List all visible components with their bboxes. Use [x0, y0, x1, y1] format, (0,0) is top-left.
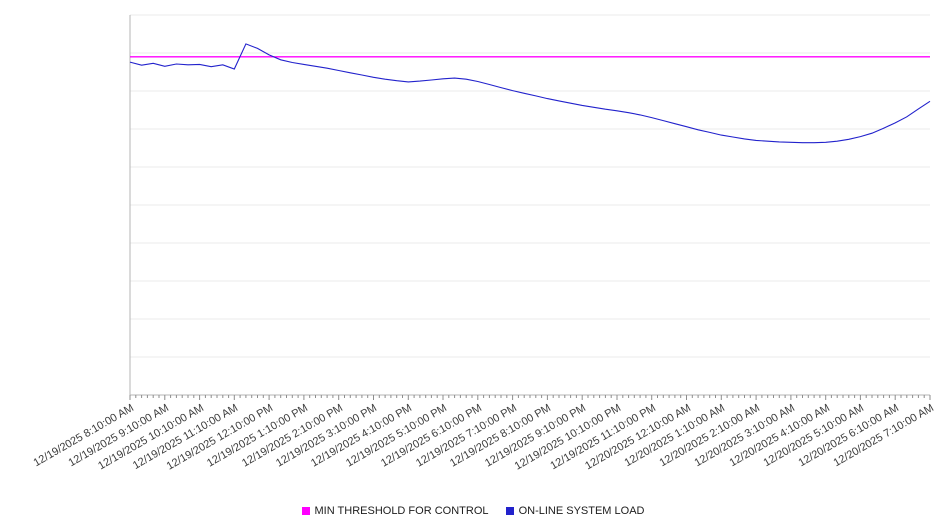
x-axis-label: 12/19/2025 11:10:00 AM	[131, 402, 241, 472]
x-axis-label: 12/19/2025 8:10:00 PM	[448, 402, 554, 470]
x-axis-label: 12/19/2025 5:10:00 PM	[343, 402, 450, 470]
x-axis-label: 12/19/2025 1:10:00 PM	[204, 402, 310, 470]
x-axis-label: 12/20/2025 4:10:00 AM	[727, 402, 832, 470]
series-online-system-load-line	[129, 43, 931, 144]
x-axis-label: 12/20/2025 5:10:00 AM	[761, 402, 867, 470]
x-axis-label: 12/19/2025 9:10:00 PM	[483, 402, 589, 470]
x-axis-label: 12/20/2025 3:10:00 AM	[692, 402, 797, 470]
x-axis-label: 12/19/2025 10:10:00 AM	[95, 402, 206, 473]
x-axis-label: 12/20/2025 2:10:00 AM	[657, 402, 763, 470]
plot-area	[129, 14, 931, 400]
x-axis-label: 12/19/2025 8:10:00 AM	[31, 402, 137, 470]
legend-label-online-system-load: ON-LINE SYSTEM LOAD	[518, 505, 645, 517]
x-axis-label: 12/20/2025 1:10:00 AM	[622, 402, 728, 470]
x-axis-label: 12/19/2025 11:10:00 PM	[548, 402, 658, 473]
min-threshold-swatch-icon	[301, 507, 310, 515]
x-axis-label: 12/19/2025 7:10:00 PM	[413, 402, 519, 470]
legend-label-min-threshold: MIN THRESHOLD FOR CONTROL	[314, 505, 489, 517]
x-axis-label: 12/20/2025 7:10:00 AM	[831, 402, 936, 470]
legend: MIN THRESHOLD FOR CONTROL ON-LINE SYSTEM…	[0, 505, 946, 517]
x-axis-label: 12/20/2025 6:10:00 AM	[796, 402, 902, 470]
online-system-load-swatch-icon	[505, 507, 514, 515]
x-axis-label: 12/19/2025 3:10:00 PM	[274, 402, 380, 470]
x-axis-label: 12/19/2025 4:10:00 PM	[309, 402, 415, 470]
legend-item-min-threshold: MIN THRESHOLD FOR CONTROL	[301, 505, 489, 517]
x-axis-label: 12/20/2025 12:10:00 AM	[582, 402, 693, 473]
x-axis-label: 12/19/2025 2:10:00 PM	[239, 402, 345, 470]
x-axis-label: 12/19/2025 12:10:00 PM	[164, 402, 276, 473]
legend-item-online-system-load: ON-LINE SYSTEM LOAD	[505, 505, 645, 517]
x-axis-label: 12/19/2025 9:10:00 AM	[66, 402, 171, 470]
x-axis-label: 12/19/2025 10:10:00 PM	[512, 402, 623, 473]
x-axis-label: 12/19/2025 6:10:00 PM	[378, 402, 484, 470]
